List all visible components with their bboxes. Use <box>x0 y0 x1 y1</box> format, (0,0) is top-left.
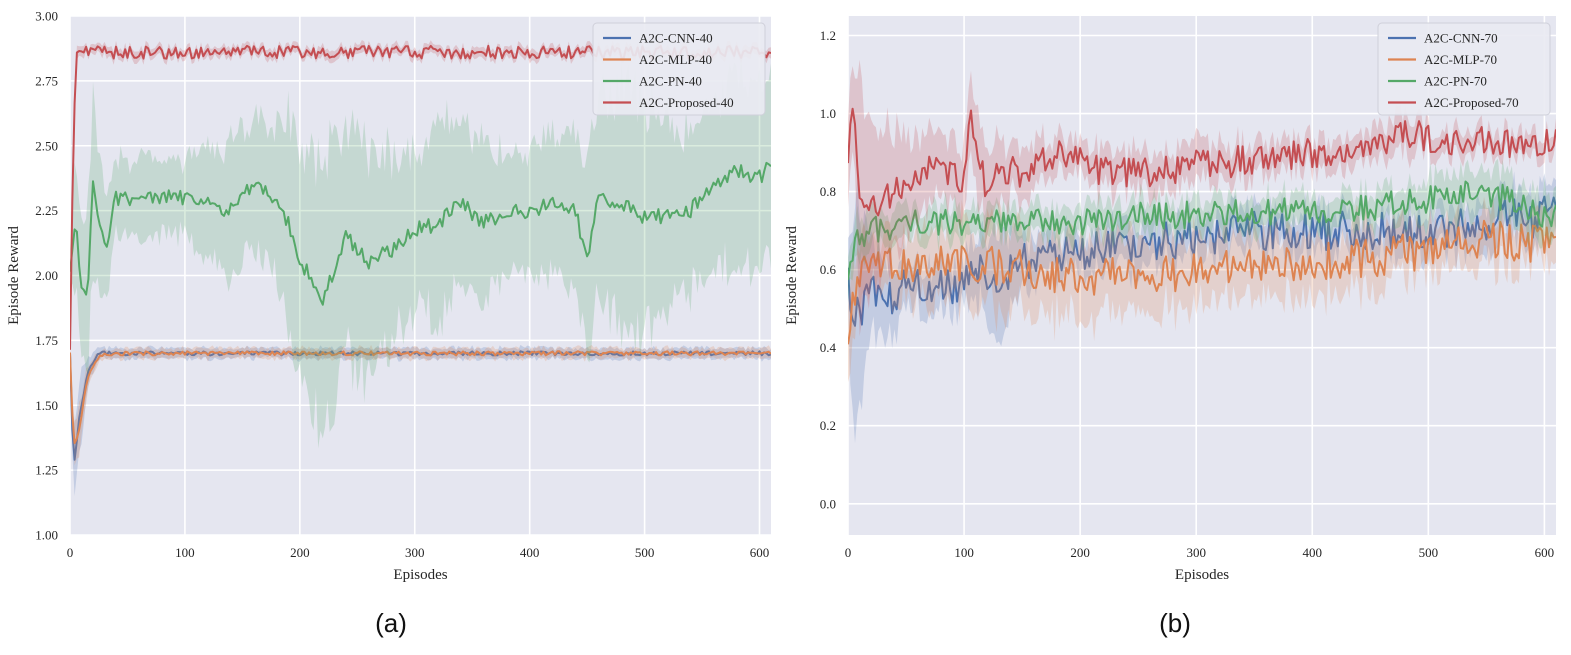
legend <box>1377 22 1551 116</box>
x-tick-label: 200 <box>1070 545 1090 560</box>
y-tick-label: 1.50 <box>35 398 58 413</box>
y-tick-label: 1.25 <box>35 463 58 478</box>
panel-label: (a) <box>375 608 407 638</box>
x-tick-label: 100 <box>954 545 974 560</box>
y-tick-label: 1.0 <box>820 106 836 121</box>
y-tick-label: 0.6 <box>820 262 837 277</box>
y-tick-label: 2.25 <box>35 203 58 218</box>
x-tick-label: 0 <box>845 545 852 560</box>
x-tick-label: 300 <box>405 545 425 560</box>
x-tick-label: 400 <box>1303 545 1323 560</box>
x-tick-label: 100 <box>175 545 195 560</box>
legend <box>592 22 766 116</box>
series-line-A2C-PN-70 <box>848 180 1556 281</box>
series-band-A2C-PN-70 <box>848 158 1556 303</box>
y-tick-label: 2.00 <box>35 268 58 283</box>
x-tick-label: 600 <box>750 545 770 560</box>
series-band-A2C-MLP-40 <box>70 344 771 466</box>
x-tick-label: 500 <box>635 545 655 560</box>
legend-label: A2C-PN-40 <box>639 74 702 89</box>
legend-label: A2C-Proposed-70 <box>1424 95 1519 110</box>
series-line-A2C-PN-40 <box>70 161 771 306</box>
x-axis-label: Episodes <box>393 567 447 583</box>
panel-label: (b) <box>1159 608 1191 638</box>
legend-label: A2C-CNN-40 <box>639 31 713 46</box>
legend-label: A2C-CNN-70 <box>1424 31 1498 46</box>
y-tick-label: 0.0 <box>820 496 836 511</box>
x-tick-label: 200 <box>290 545 310 560</box>
x-tick-label: 0 <box>67 545 74 560</box>
y-tick-label: 0.8 <box>820 184 836 199</box>
legend-label: A2C-MLP-70 <box>1424 52 1497 67</box>
x-tick-label: 400 <box>520 545 540 560</box>
chart-panel-a: 0 100 200 300 400 500 600 1.00 1.25 1.50 1.75 2.00 2… <box>6 9 771 638</box>
chart-panel-b: 0 100 200 300 400 500 600 0.0 0.2 0.4 0.6 0.8 1.0 1.2… <box>784 16 1556 638</box>
legend-label: A2C-PN-70 <box>1424 74 1487 89</box>
y-axis-label: Episode Reward <box>784 226 800 325</box>
series-band-A2C-MLP-70 <box>848 195 1556 383</box>
legend-label: A2C-Proposed-40 <box>639 95 734 110</box>
series-line-A2C-Proposed-70 <box>848 107 1556 217</box>
y-tick-label: 3.00 <box>35 9 58 24</box>
x-axis-label: Episodes <box>1175 567 1229 583</box>
y-tick-label: 0.2 <box>820 418 836 433</box>
x-tick-label: 300 <box>1186 545 1206 560</box>
x-tick-label: 500 <box>1419 545 1439 560</box>
series-line-A2C-CNN-70 <box>848 195 1556 327</box>
y-tick-label: 1.00 <box>35 528 58 543</box>
series-band-A2C-Proposed-70 <box>848 59 1556 337</box>
series-line-A2C-MLP-40 <box>70 350 771 445</box>
y-tick-label: 1.75 <box>35 333 58 348</box>
series-band-A2C-PN-40 <box>70 54 771 449</box>
y-tick-label: 0.4 <box>820 340 837 355</box>
series-line-A2C-MLP-70 <box>848 219 1556 345</box>
y-tick-label: 2.75 <box>35 73 58 88</box>
y-tick-label: 2.50 <box>35 138 58 153</box>
y-tick-label: 1.2 <box>820 28 836 43</box>
x-tick-label: 600 <box>1535 545 1555 560</box>
y-axis-label: Episode Reward <box>6 226 22 325</box>
legend-label: A2C-MLP-40 <box>639 52 712 67</box>
